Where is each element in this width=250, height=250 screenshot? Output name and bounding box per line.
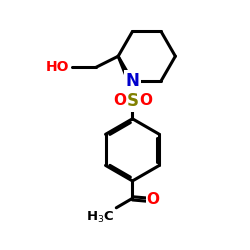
Text: O: O <box>139 94 152 108</box>
Text: O: O <box>146 192 159 207</box>
Text: O: O <box>113 94 126 108</box>
Text: H$_3$C: H$_3$C <box>86 210 114 225</box>
Text: N: N <box>126 72 140 90</box>
Text: S: S <box>126 92 138 110</box>
Text: HO: HO <box>46 60 70 74</box>
